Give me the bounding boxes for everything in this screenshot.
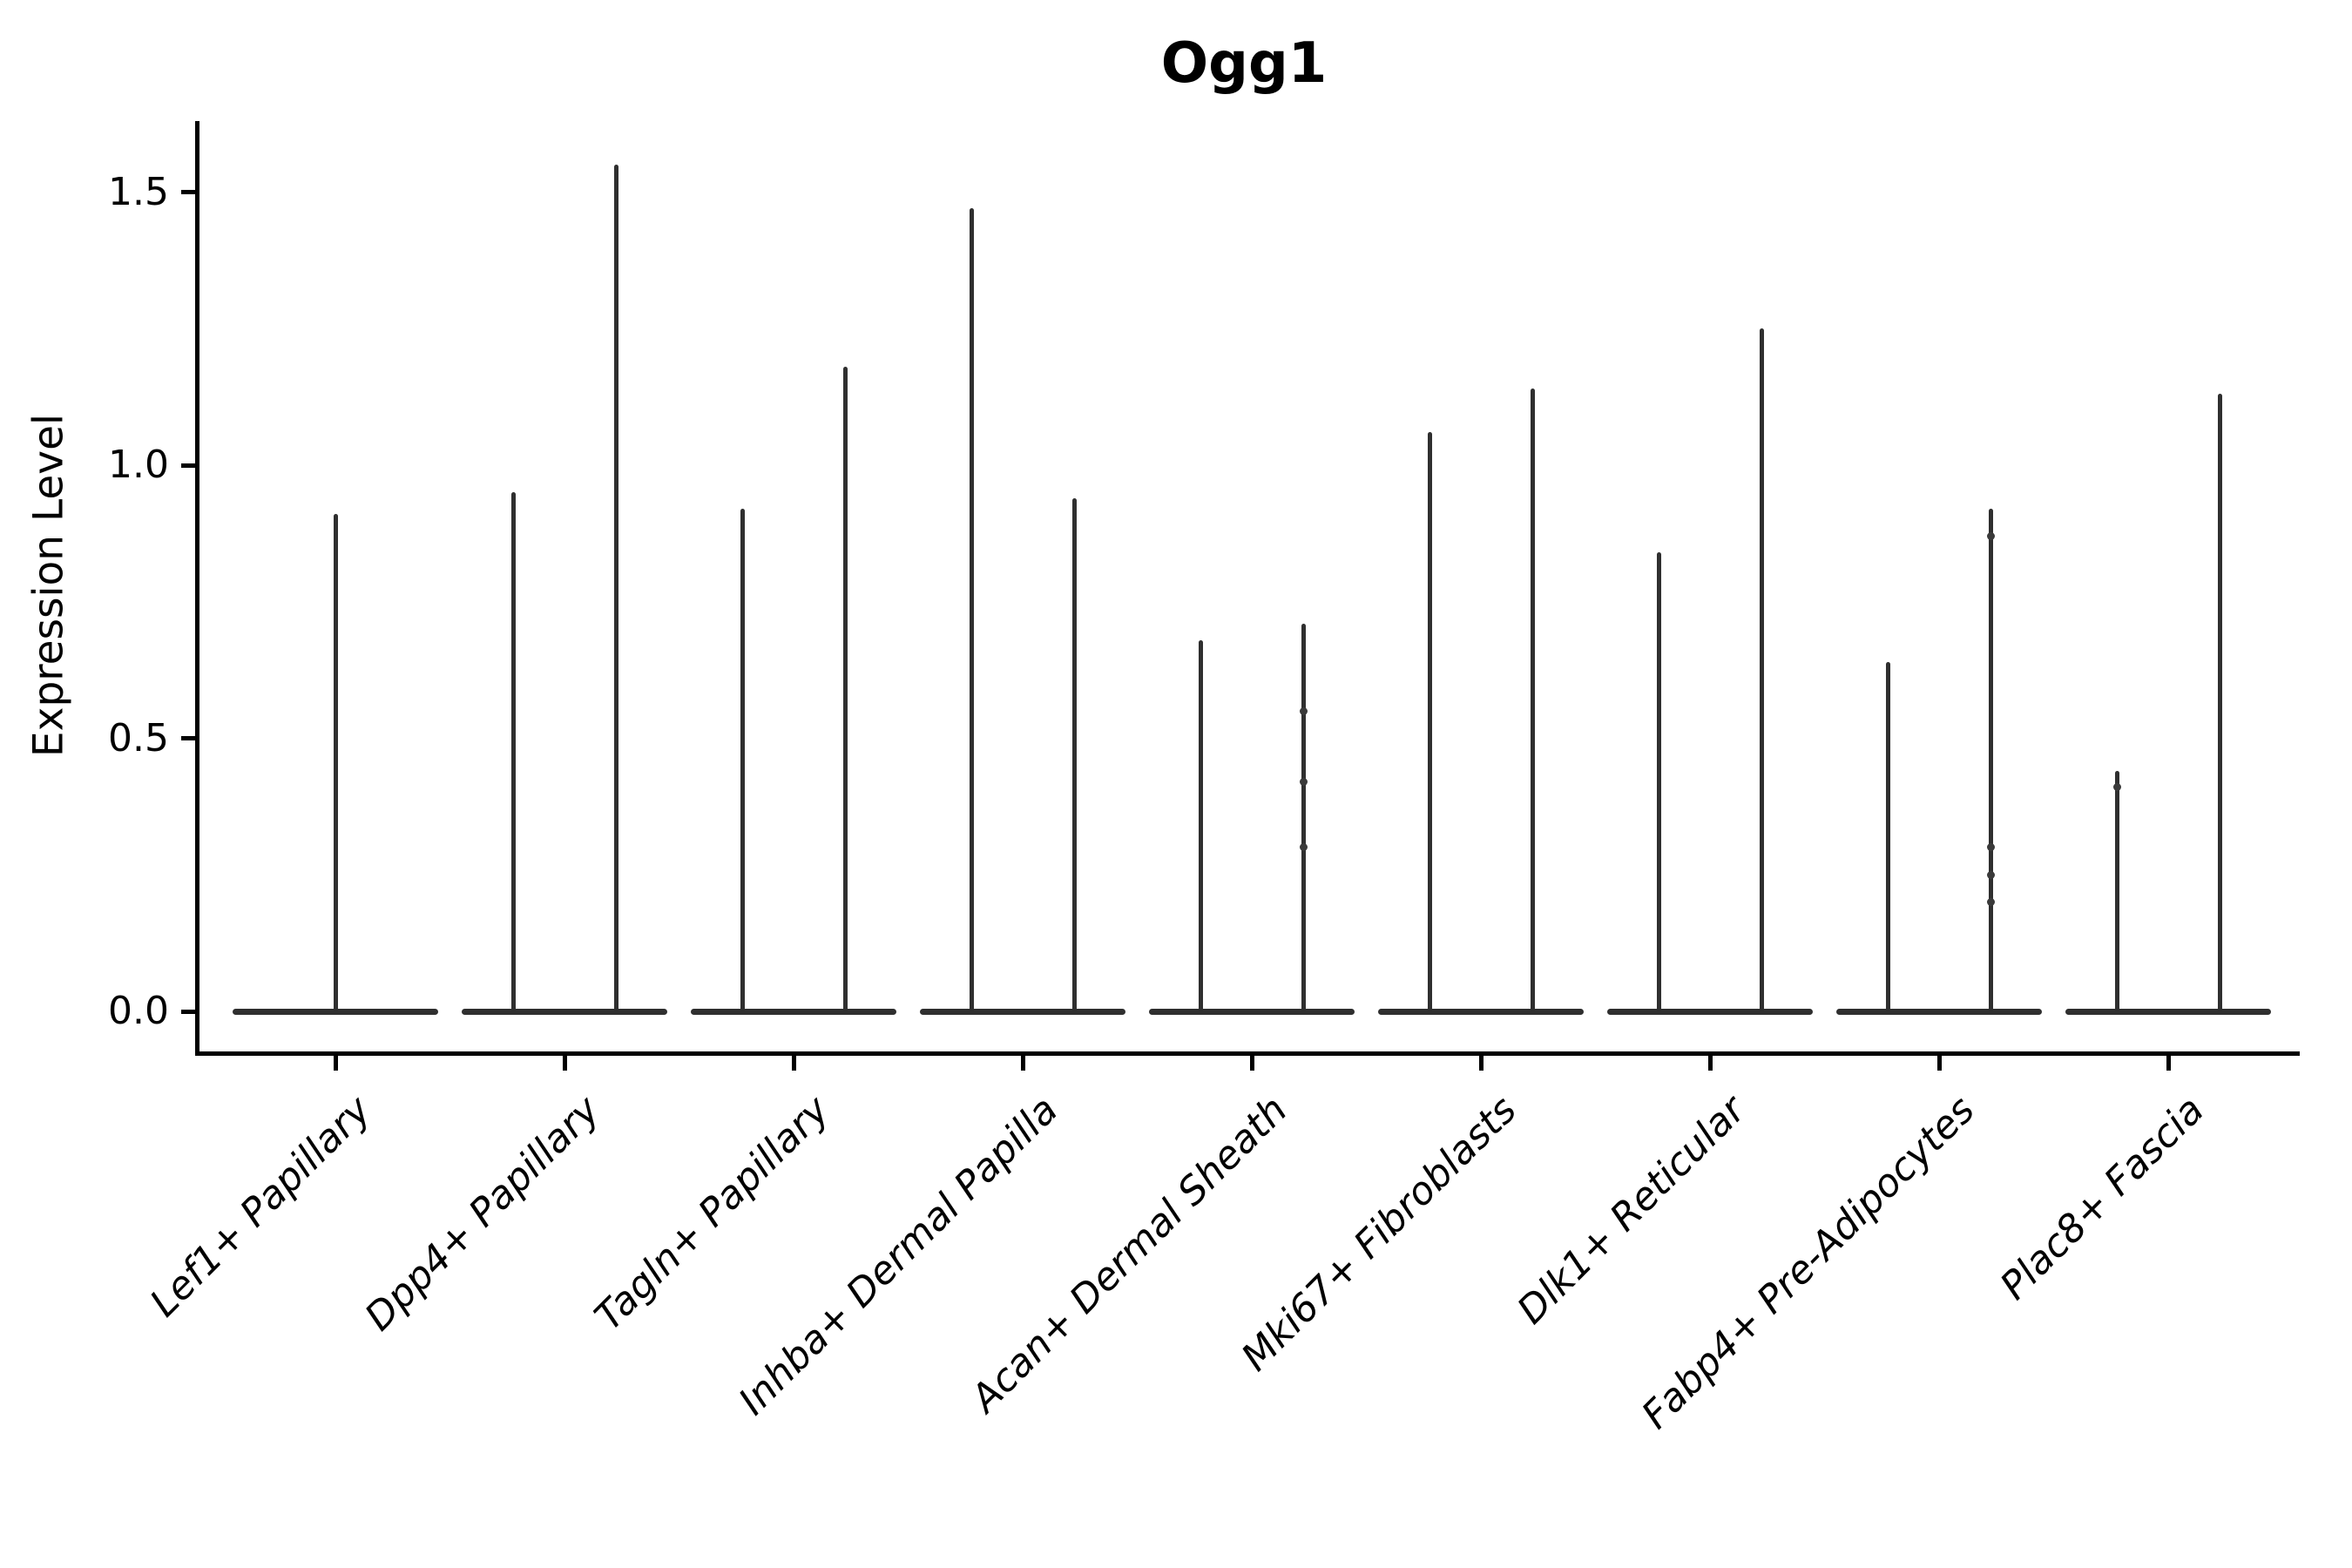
x-tick-mark (1020, 1056, 1025, 1071)
y-axis-spine (195, 121, 199, 1056)
x-tick-mark (1478, 1056, 1484, 1071)
violin-spike (1427, 432, 1432, 1013)
cell-point (1299, 706, 1308, 715)
x-tick-mark (562, 1056, 567, 1071)
violin-base (1149, 1008, 1355, 1015)
violin-base (691, 1008, 896, 1015)
violin-spike (1885, 661, 1890, 1013)
violin-spike (1198, 639, 1203, 1013)
violin-spike (1759, 328, 1764, 1013)
violin-spike (333, 514, 338, 1013)
x-tick-label: Dpp4+ Papillary (356, 1087, 609, 1340)
x-tick-label: Plac8+ Fascia (1991, 1087, 2213, 1308)
violin-spike (1530, 389, 1535, 1013)
x-tick-label: Dlk1+ Reticular (1509, 1087, 1754, 1333)
y-tick-label: 0.0 (108, 989, 169, 1033)
violin-spike (1988, 509, 1993, 1013)
violin-spike (1301, 623, 1306, 1013)
violin-spike (1071, 497, 1077, 1013)
x-tick-mark (2166, 1056, 2171, 1071)
y-tick-label: 1.0 (108, 443, 169, 487)
x-tick-mark (791, 1056, 796, 1071)
chart-title: Ogg1 (1160, 31, 1328, 96)
cell-point (1986, 532, 1995, 540)
cell-point (1299, 843, 1308, 852)
x-tick-mark (1249, 1056, 1254, 1071)
violin-base (462, 1008, 667, 1015)
violin-spike (969, 208, 974, 1013)
x-tick-mark (1936, 1056, 1942, 1071)
y-tick-label: 1.5 (108, 169, 169, 214)
y-tick-mark (181, 190, 195, 194)
cell-point (1986, 843, 1995, 852)
violin-spike (613, 165, 618, 1013)
violin-spike (842, 367, 848, 1013)
y-tick-mark (181, 1009, 195, 1014)
cell-point (2112, 783, 2121, 792)
y-tick-mark (181, 736, 195, 740)
violin-spike (1656, 552, 1661, 1013)
violin-base (1378, 1008, 1584, 1015)
violin-base (1607, 1008, 1813, 1015)
cell-point (1299, 778, 1308, 787)
x-tick-label: Tagln+ Papillary (585, 1087, 838, 1340)
violin-spike (2114, 771, 2119, 1013)
cell-point (1986, 870, 1995, 879)
x-tick-mark (1707, 1056, 1713, 1071)
cell-point (1986, 898, 1995, 907)
y-tick-label: 0.5 (108, 715, 169, 760)
x-tick-mark (333, 1056, 338, 1071)
violin-base (2065, 1008, 2271, 1015)
y-tick-mark (181, 463, 195, 468)
violin-spike (2217, 394, 2222, 1013)
x-tick-label: Lef1+ Papillary (141, 1087, 380, 1326)
violin-base (920, 1008, 1125, 1015)
violin-spike (510, 492, 516, 1013)
violin-base (1836, 1008, 2042, 1015)
violin-spike (740, 509, 745, 1013)
x-axis-spine (195, 1051, 2300, 1056)
